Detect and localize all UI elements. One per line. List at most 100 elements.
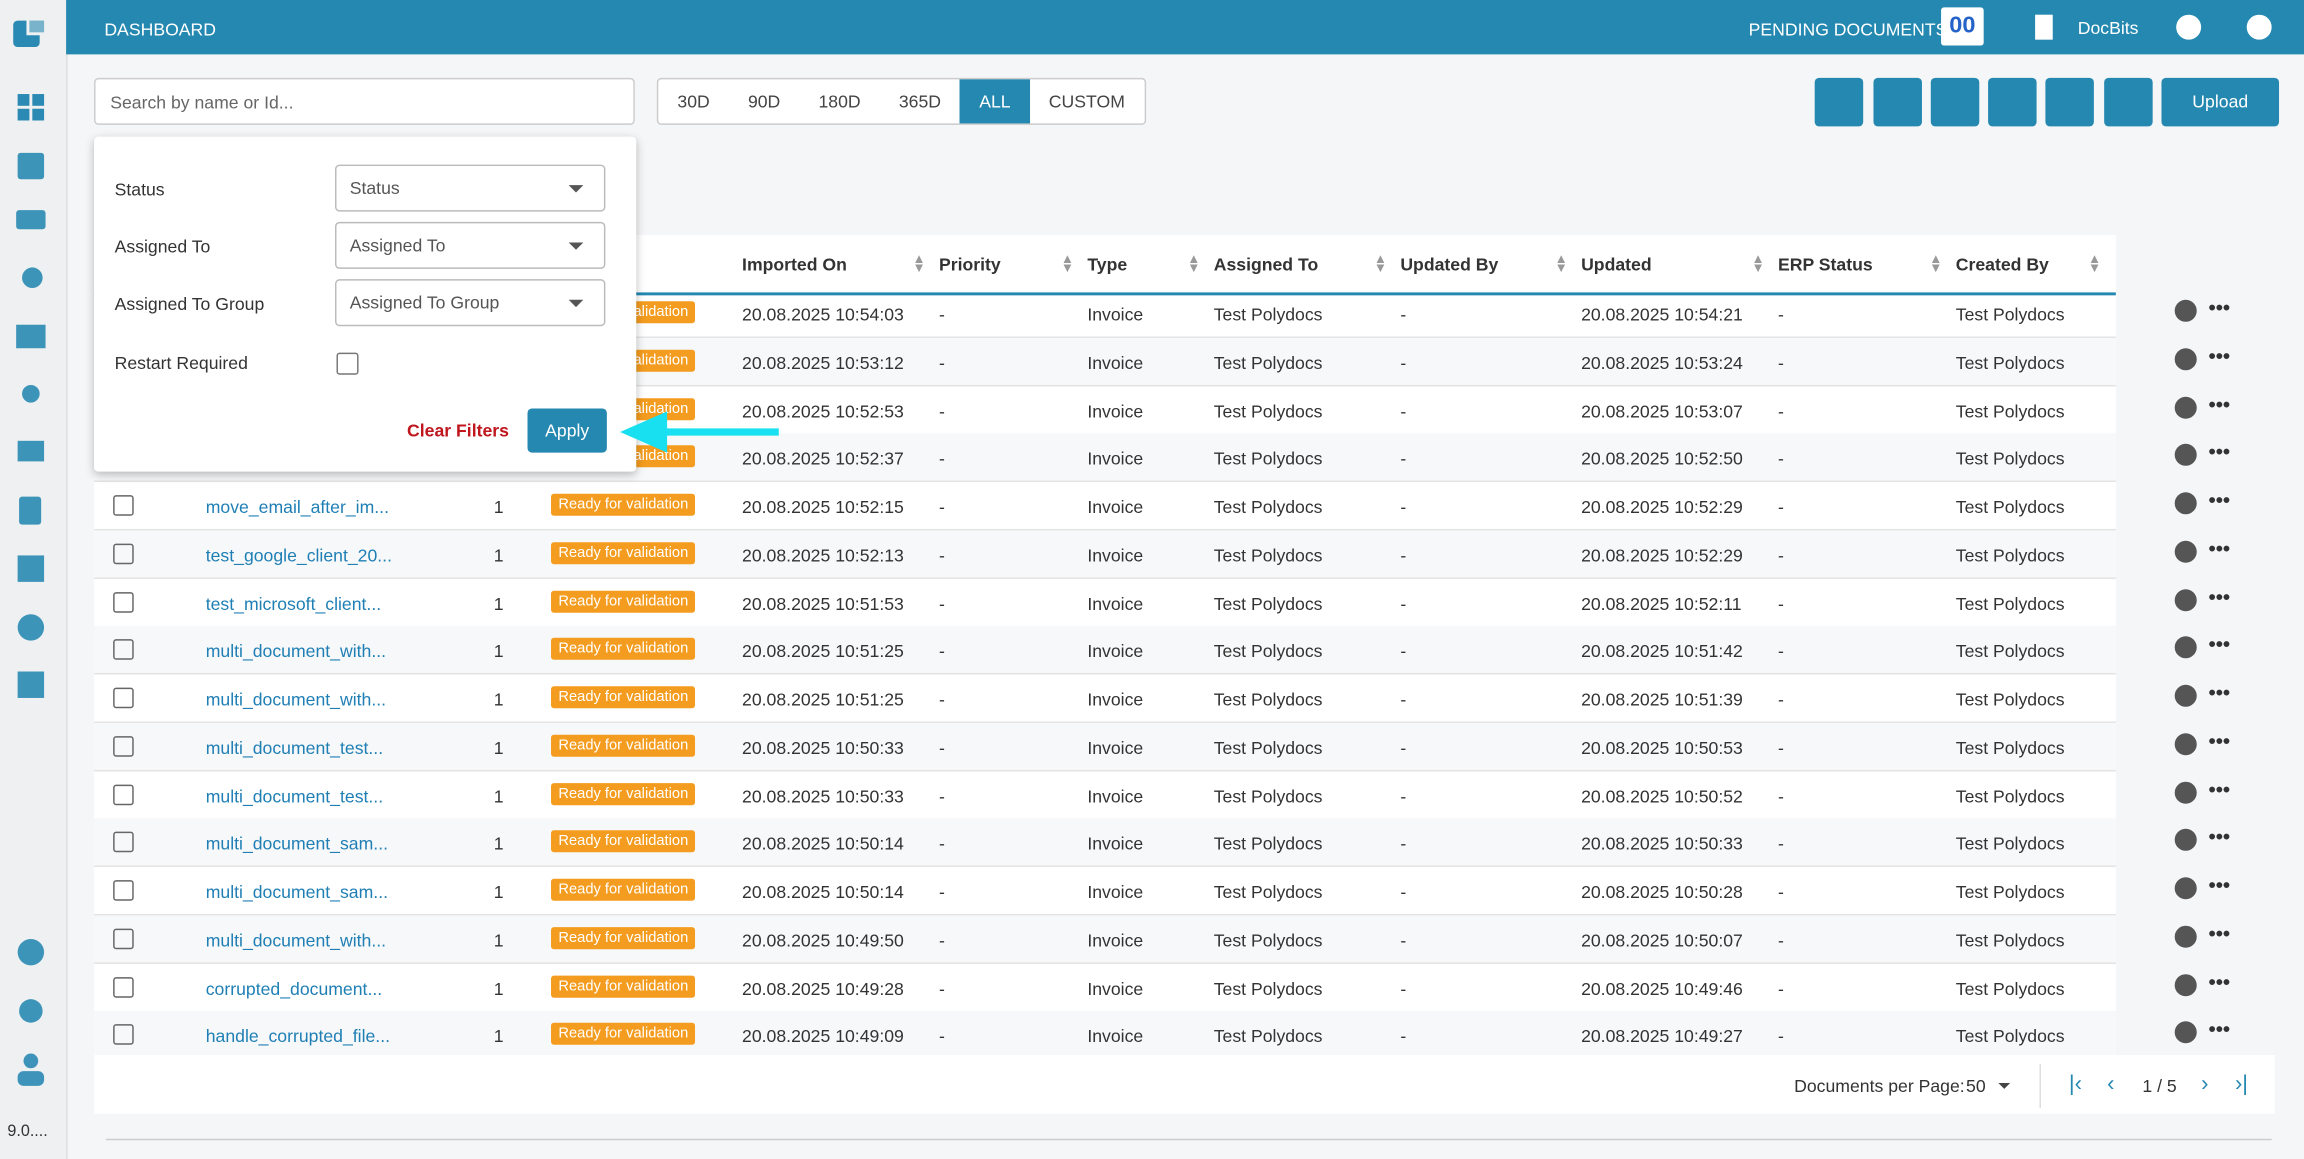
row-checkbox[interactable] <box>113 880 134 901</box>
more-icon[interactable]: ••• <box>2208 536 2230 560</box>
help-icon[interactable] <box>2247 15 2272 40</box>
row-checkbox[interactable] <box>113 591 134 612</box>
approve-icon[interactable] <box>2175 685 2197 707</box>
table-row[interactable]: test_google_client_20...1Ready for valid… <box>94 530 2116 578</box>
approve-icon[interactable] <box>2175 733 2197 755</box>
more-icon[interactable]: ••• <box>2208 632 2230 656</box>
table-row[interactable]: multi_document_with...1Ready for validat… <box>94 626 2116 674</box>
column-header[interactable]: Imported On <box>742 254 847 275</box>
filter-select[interactable]: Status <box>335 165 605 212</box>
range-button[interactable]: CUSTOM <box>1030 79 1144 123</box>
approve-icon[interactable] <box>2175 973 2197 995</box>
range-button[interactable]: ALL <box>960 79 1030 123</box>
clear-filters[interactable]: Clear Filters <box>407 420 509 441</box>
more-icon[interactable]: ••• <box>2208 825 2230 849</box>
restart-checkbox[interactable] <box>336 353 358 375</box>
more-icon[interactable]: ••• <box>2208 1017 2230 1041</box>
search-box[interactable]: Search by name or Id... <box>94 78 635 125</box>
range-button[interactable]: 30D <box>658 79 729 123</box>
more-icon[interactable]: ••• <box>2208 488 2230 512</box>
more-icon[interactable]: ••• <box>2208 295 2230 319</box>
approve-icon[interactable] <box>2175 444 2197 466</box>
row-checkbox[interactable] <box>113 543 134 564</box>
approve-icon[interactable] <box>2175 588 2197 610</box>
table-row[interactable]: test_microsoft_client...1Ready for valid… <box>94 578 2116 626</box>
toolbar-icon-button[interactable] <box>1873 78 1921 126</box>
column-header[interactable]: Updated By <box>1400 254 1498 275</box>
row-checkbox[interactable] <box>113 976 134 997</box>
sort-icon[interactable]: ▲▼ <box>2088 254 2101 272</box>
first-page[interactable]: |‹ <box>2069 1071 2082 1096</box>
sort-icon[interactable]: ▲▼ <box>1929 254 1942 272</box>
more-icon[interactable]: ••• <box>2208 777 2230 801</box>
approve-icon[interactable] <box>2175 877 2197 899</box>
table-row[interactable]: multi_document_sam...1Ready for validati… <box>94 819 2116 867</box>
more-icon[interactable]: ••• <box>2208 680 2230 704</box>
table-row[interactable]: move_email_after_im...1Ready for validat… <box>94 482 2116 530</box>
column-header[interactable]: ERP Status <box>1778 254 1873 275</box>
document-name[interactable]: multi_document_with... <box>206 930 386 951</box>
toolbar-icon-button[interactable] <box>2104 78 2152 126</box>
approve-icon[interactable] <box>2175 300 2197 322</box>
document-name[interactable]: handle_corrupted_file... <box>206 1026 390 1047</box>
row-checkbox[interactable] <box>113 736 134 757</box>
range-button[interactable]: 365D <box>880 79 960 123</box>
user-name[interactable]: DocBits <box>2078 18 2139 39</box>
sort-icon[interactable]: ▲▼ <box>912 254 925 272</box>
range-button[interactable]: 180D <box>799 79 879 123</box>
document-name[interactable]: test_google_client_20... <box>206 545 392 566</box>
row-checkbox[interactable] <box>113 495 134 516</box>
approve-icon[interactable] <box>2175 348 2197 370</box>
table-row[interactable]: multi_document_with...1Ready for validat… <box>94 674 2116 722</box>
more-icon[interactable]: ••• <box>2208 584 2230 608</box>
more-icon[interactable]: ••• <box>2208 921 2230 945</box>
sort-icon[interactable]: ▲▼ <box>1187 254 1200 272</box>
approve-icon[interactable] <box>2175 492 2197 514</box>
document-name[interactable]: multi_document_with... <box>206 689 386 710</box>
approve-icon[interactable] <box>2175 637 2197 659</box>
table-row[interactable]: multi_document_sam...1Ready for validati… <box>94 867 2116 915</box>
table-row[interactable]: multi_document_test...1Ready for validat… <box>94 771 2116 819</box>
row-checkbox[interactable] <box>113 1025 134 1046</box>
sort-icon[interactable]: ▲▼ <box>1061 254 1074 272</box>
row-checkbox[interactable] <box>113 784 134 805</box>
toolbar-icon-button[interactable] <box>2045 78 2093 126</box>
table-row[interactable]: corrupted_document...1Ready for validati… <box>94 963 2116 1011</box>
per-page-value[interactable]: 50 <box>1966 1076 1986 1097</box>
toolbar-icon-button[interactable] <box>1815 78 1863 126</box>
filter-select[interactable]: Assigned To Group <box>335 279 605 326</box>
column-header[interactable]: Created By <box>1956 254 2049 275</box>
upload-button[interactable]: Upload <box>2161 78 2279 126</box>
row-checkbox[interactable] <box>113 832 134 853</box>
document-name[interactable]: move_email_after_im... <box>206 497 389 518</box>
column-header[interactable]: Assigned To <box>1214 254 1319 275</box>
document-name[interactable]: multi_document_sam... <box>206 834 388 855</box>
sort-icon[interactable]: ▲▼ <box>1374 254 1387 272</box>
toolbar-icon-button[interactable] <box>1988 78 2036 126</box>
next-page[interactable]: › <box>2201 1071 2208 1096</box>
info-icon[interactable] <box>2176 15 2201 40</box>
range-button[interactable]: 90D <box>729 79 800 123</box>
sort-icon[interactable]: ▲▼ <box>1555 254 1568 272</box>
approve-icon[interactable] <box>2175 396 2197 418</box>
more-icon[interactable]: ••• <box>2208 343 2230 367</box>
document-name[interactable]: multi_document_test... <box>206 737 383 758</box>
approve-icon[interactable] <box>2175 925 2197 947</box>
more-icon[interactable]: ••• <box>2208 440 2230 464</box>
row-checkbox[interactable] <box>113 640 134 661</box>
pending-count[interactable]: 00 <box>1941 7 1984 45</box>
toolbar-icon-button[interactable] <box>1931 78 1979 126</box>
row-checkbox[interactable] <box>113 688 134 709</box>
table-row[interactable]: multi_document_with...1Ready for validat… <box>94 915 2116 963</box>
last-page[interactable]: ›| <box>2235 1071 2248 1096</box>
approve-icon[interactable] <box>2175 781 2197 803</box>
document-name[interactable]: multi_document_sam... <box>206 882 388 903</box>
more-icon[interactable]: ••• <box>2208 392 2230 416</box>
table-row[interactable]: handle_corrupted_file...1Ready for valid… <box>94 1011 2116 1055</box>
approve-icon[interactable] <box>2175 540 2197 562</box>
approve-icon[interactable] <box>2175 829 2197 851</box>
sort-icon[interactable]: ▲▼ <box>1752 254 1765 272</box>
document-name[interactable]: multi_document_test... <box>206 785 383 806</box>
row-checkbox[interactable] <box>113 928 134 949</box>
column-header[interactable]: Type <box>1087 254 1127 275</box>
